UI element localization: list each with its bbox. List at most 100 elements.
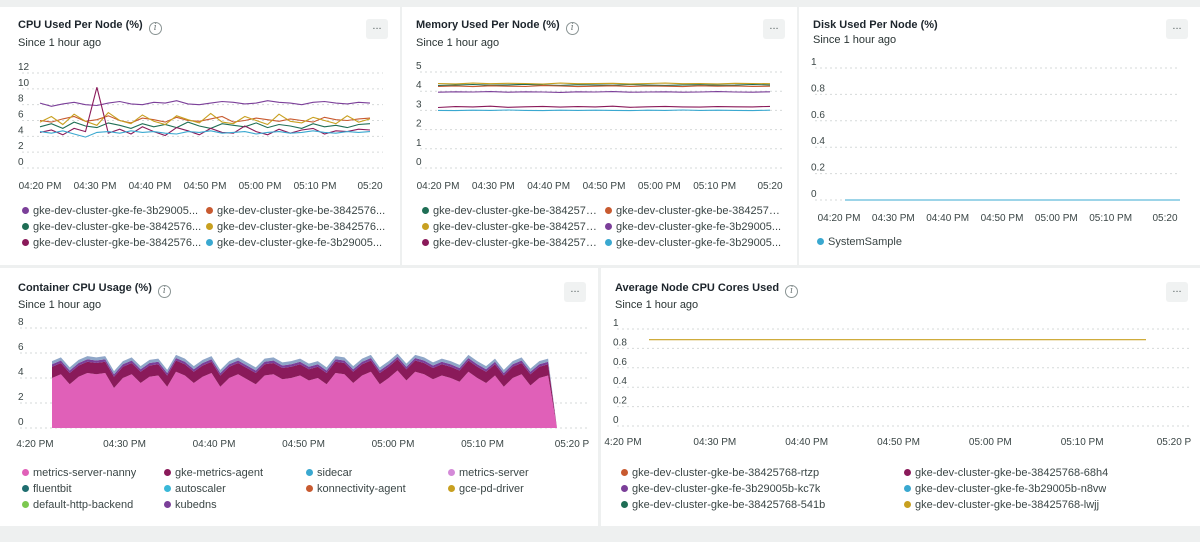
legend-item[interactable]: gke-dev-cluster-gke-be-38425768-lwjj [904, 499, 1099, 511]
legend: gke-dev-cluster-gke-be-3842576... gke-dev… [422, 205, 792, 265]
container-cpu-chart[interactable]: 0 2 4 6 8 4:20 PM 04:30 PM 04:40 PM 04:50 PM 05:0… [0, 317, 598, 460]
y-tick-label: 10 [18, 78, 30, 89]
info-icon[interactable]: i [148, 22, 162, 35]
legend-item[interactable]: SystemSample [817, 236, 902, 248]
legend-item[interactable]: gke-dev-cluster-gke-be-38425768-68h4 [904, 467, 1108, 479]
legend-item[interactable]: gke-dev-cluster-gke-be-3842576... [605, 205, 783, 217]
legend-swatch [904, 485, 911, 492]
legend-item[interactable]: fluentbit [22, 483, 72, 495]
legend-item[interactable]: sidecar [306, 467, 352, 479]
legend-item[interactable]: gke-dev-cluster-gke-fe-3b29005b-n8vw [904, 483, 1106, 495]
y-tick-label: 4 [18, 367, 24, 378]
legend-swatch [306, 469, 313, 476]
y-tick-label: 0 [811, 189, 817, 200]
legend-swatch [306, 485, 313, 492]
x-tick-label: 04:30 PM [103, 439, 146, 450]
x-tick-label: 04:50 PM [877, 437, 920, 448]
more-options-button[interactable]: ... [1166, 19, 1188, 39]
x-tick-label: 04:40 PM [785, 437, 828, 448]
legend-swatch [448, 485, 455, 492]
y-tick-label: 6 [18, 342, 24, 353]
legend-label: fluentbit [33, 483, 72, 495]
legend-swatch [22, 485, 29, 492]
legend-swatch [206, 239, 213, 246]
info-icon[interactable]: i [157, 285, 171, 298]
series-line [437, 109, 771, 112]
legend-item[interactable]: gke-dev-cluster-gke-fe-3b29005... [605, 237, 781, 249]
x-tick-label: 05:20 [357, 181, 382, 192]
y-tick-label: 0 [416, 157, 422, 168]
series-area [52, 370, 557, 428]
legend-item[interactable]: gke-dev-cluster-gke-be-3842576... [22, 221, 201, 233]
legend-item[interactable]: gke-dev-cluster-gke-be-3842576... [422, 205, 600, 217]
legend-item[interactable]: gke-dev-cluster-gke-fe-3b29005... [605, 221, 781, 233]
x-tick-label: 05:20 P [1157, 437, 1192, 448]
more-options-button[interactable]: ... [763, 19, 785, 39]
legend-item[interactable]: gke-dev-cluster-gke-be-3842576... [422, 221, 600, 233]
panel-title: Container CPU Usage (%) i [18, 282, 171, 298]
legend-item[interactable]: gke-dev-cluster-gke-fe-3b29005b-kc7k [621, 483, 820, 495]
legend-item[interactable]: konnectivity-agent [306, 483, 406, 495]
legend-label: autoscaler [175, 483, 226, 495]
title-text: Average Node CPU Cores Used [615, 282, 780, 294]
legend-item[interactable]: gke-dev-cluster-gke-be-3842576... [422, 237, 600, 249]
legend-item[interactable]: gke-dev-cluster-gke-be-38425768-rtzp [621, 467, 819, 479]
legend-label: gke-dev-cluster-gke-fe-3b29005... [217, 237, 383, 249]
legend-item[interactable]: gke-dev-cluster-gke-be-38425768-541b [621, 499, 825, 511]
x-tick-label: 04:50 PM [184, 181, 227, 192]
legend-item[interactable]: gce-pd-driver [448, 483, 524, 495]
legend-swatch [817, 238, 824, 245]
legend-item[interactable]: gke-dev-cluster-gke-be-3842576... [206, 221, 385, 233]
legend-item[interactable]: default-http-backend [22, 499, 133, 511]
legend-swatch [206, 207, 213, 214]
disk-chart[interactable]: 0 0.2 0.4 0.6 0.8 1 04:20 PM 04:30 PM 04:40 PM 04… [799, 52, 1200, 224]
legend-swatch [164, 485, 171, 492]
info-icon[interactable]: i [785, 285, 799, 298]
cpu-cores-chart[interactable]: 0 0.2 0.4 0.6 0.8 1 4:20 PM 04:30 PM 04:40 PM 04:… [601, 318, 1200, 460]
legend-swatch [605, 223, 612, 230]
memory-chart[interactable]: 0 1 2 3 4 5 04:20 PM 04:30 PM 04:40 PM 04:50 PM 05… [402, 57, 797, 197]
x-tick-label: 04:50 PM [981, 213, 1024, 224]
legend-label: gke-dev-cluster-gke-be-3842576... [433, 237, 600, 249]
x-tick-label: 04:50 PM [282, 439, 325, 450]
title-text: CPU Used Per Node (%) [18, 19, 143, 31]
y-tick-label: 0 [18, 157, 24, 168]
x-tick-label: 04:30 PM [74, 181, 117, 192]
y-tick-label: 12 [18, 62, 30, 73]
legend-swatch [621, 485, 628, 492]
series-line [39, 115, 371, 124]
legend-item[interactable]: gke-dev-cluster-gke-be-3842576... [206, 205, 385, 217]
legend-label: gke-dev-cluster-gke-be-3842576... [33, 221, 202, 233]
x-tick-label: 05:20 [757, 181, 782, 192]
series-line [39, 130, 371, 138]
series-line [39, 111, 371, 126]
legend-item[interactable]: kubedns [164, 499, 217, 511]
legend-label: sidecar [317, 467, 353, 479]
legend-swatch [621, 501, 628, 508]
y-tick-label: 0 [18, 417, 24, 428]
x-tick-label: 04:40 PM [926, 213, 969, 224]
more-options-button[interactable]: ... [366, 19, 388, 39]
info-icon[interactable]: i [565, 22, 579, 35]
legend-item[interactable]: gke-dev-cluster-gke-fe-3b29005... [206, 237, 382, 249]
legend-item[interactable]: gke-metrics-agent [164, 467, 263, 479]
more-options-button[interactable]: ... [564, 282, 586, 302]
cpu-chart[interactable]: 0 2 4 6 8 10 12 04:20 PM 04:30 PM 04:40 PM 04:50 P… [0, 57, 400, 197]
y-tick-label: 6 [18, 110, 24, 121]
legend-label: metrics-server-nanny [33, 467, 137, 479]
legend-item[interactable]: metrics-server [448, 467, 529, 479]
x-tick-label: 05:10 PM [693, 181, 736, 192]
x-tick-label: 05:20 [1152, 213, 1177, 224]
legend-item[interactable]: autoscaler [164, 483, 226, 495]
more-options-button[interactable]: ... [1166, 282, 1188, 302]
x-tick-label: 04:20 PM [417, 181, 460, 192]
legend-swatch [605, 239, 612, 246]
y-tick-label: 4 [18, 125, 24, 136]
legend-item[interactable]: gke-dev-cluster-gke-be-3842576... [22, 237, 201, 249]
legend-swatch [22, 207, 29, 214]
legend-item[interactable]: gke-dev-cluster-gke-fe-3b29005... [22, 205, 198, 217]
legend-swatch [904, 501, 911, 508]
legend-swatch [206, 223, 213, 230]
legend-item[interactable]: metrics-server-nanny [22, 467, 136, 479]
series-area [52, 359, 557, 428]
